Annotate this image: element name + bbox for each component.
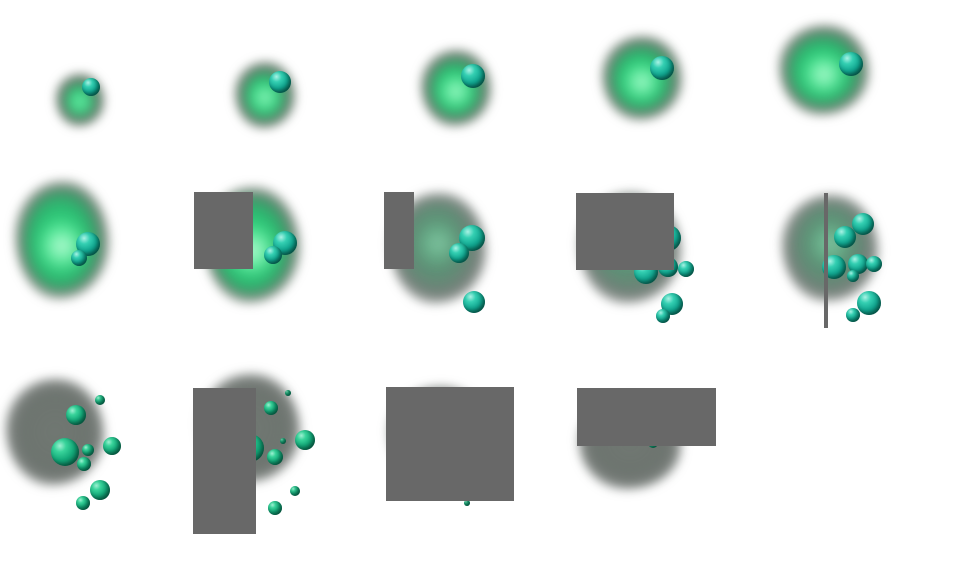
cell-sphere	[264, 401, 278, 415]
cell-sphere	[290, 486, 300, 496]
occluder-block	[194, 192, 253, 269]
cell-sphere	[678, 261, 694, 277]
cell-sphere	[71, 250, 87, 266]
cell-sphere	[103, 437, 121, 455]
cell-sphere	[264, 246, 282, 264]
cell-sphere	[461, 64, 485, 88]
cell-sphere	[280, 438, 286, 444]
cell-sphere	[846, 308, 860, 322]
cell-sphere	[847, 270, 859, 282]
cell-sphere	[650, 56, 674, 80]
cell-sphere	[866, 256, 882, 272]
cell-sphere	[464, 500, 470, 506]
cell-mass-hotspot	[71, 93, 89, 111]
cell-sphere	[463, 291, 485, 313]
cell-sphere	[295, 430, 315, 450]
occluder-block	[577, 388, 716, 446]
occluder-block	[824, 193, 828, 328]
cell-sphere	[267, 449, 283, 465]
cell-sphere	[82, 444, 94, 456]
occluder-block	[386, 387, 514, 501]
cell-sphere	[95, 395, 105, 405]
occluder-block	[193, 388, 256, 534]
cell-sphere	[90, 480, 110, 500]
cell-sphere	[852, 213, 874, 235]
cell-mass-hotspot	[253, 85, 277, 111]
cell-sphere	[449, 243, 469, 263]
cell-sphere	[839, 52, 863, 76]
cell-mass-hotspot	[803, 55, 845, 94]
cell-sphere	[656, 309, 670, 323]
cell-sphere	[82, 78, 100, 96]
cell-sphere	[77, 457, 91, 471]
occluder-block	[384, 192, 414, 269]
cell-sphere	[268, 501, 282, 515]
cell-sphere	[285, 390, 291, 396]
cell-sphere	[848, 254, 868, 274]
cell-sphere	[857, 291, 881, 315]
occluder-block	[576, 193, 674, 270]
cell-sphere	[834, 226, 856, 248]
cell-sphere	[269, 71, 291, 93]
cell-sphere	[51, 438, 79, 466]
cell-sphere	[66, 405, 86, 425]
cell-sphere	[76, 496, 90, 510]
